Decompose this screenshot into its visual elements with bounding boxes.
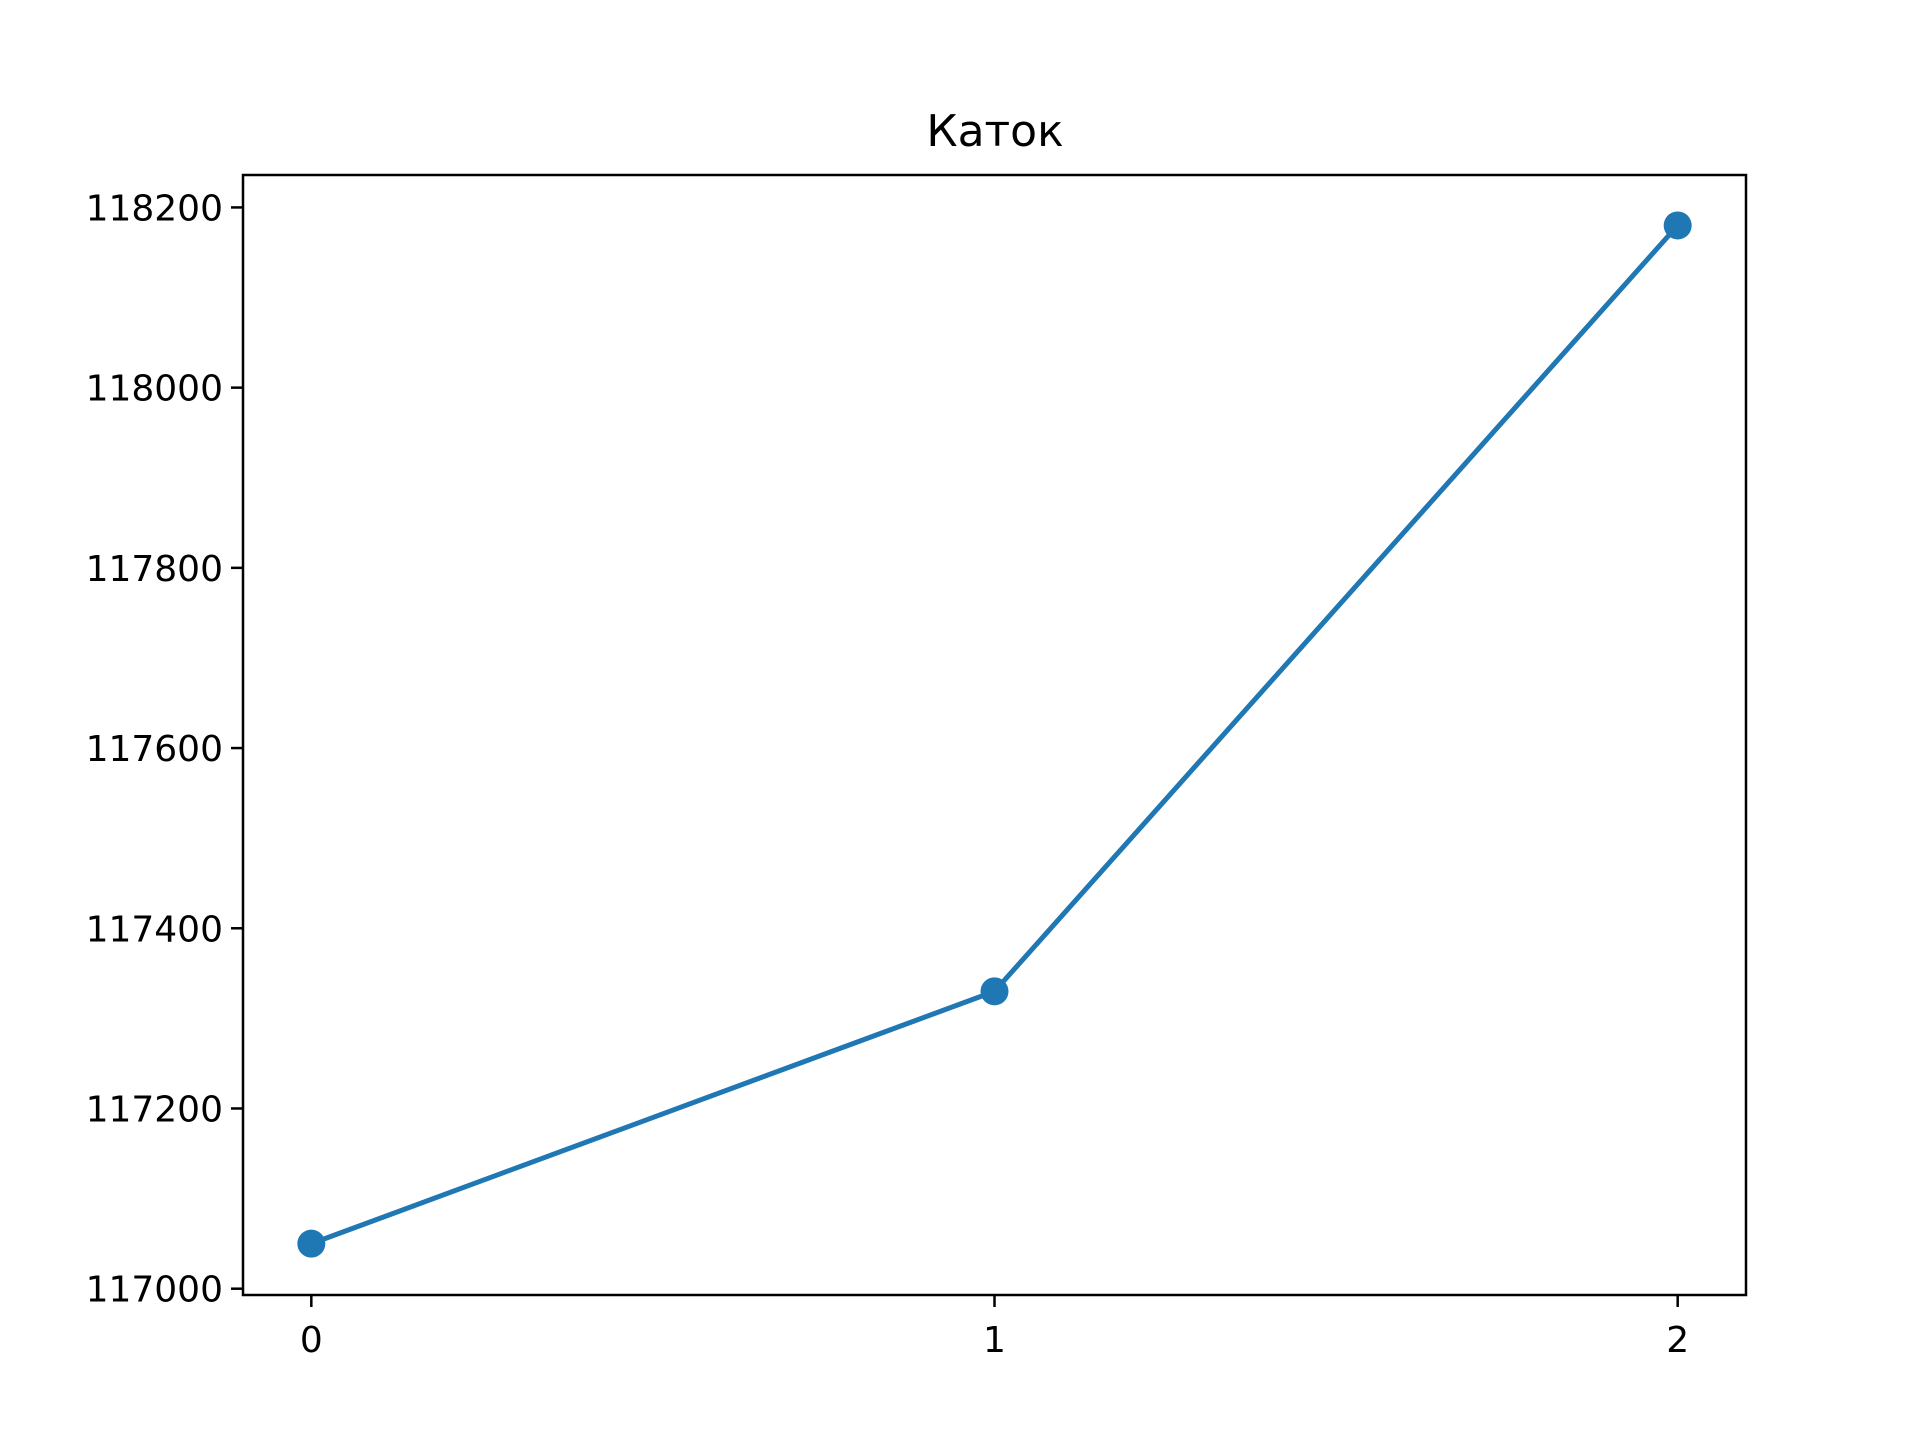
y-tick-label: 117400 xyxy=(86,909,223,950)
plot-area-frame xyxy=(241,173,1748,1297)
x-axis: 0 1 2 xyxy=(300,1295,1689,1361)
y-axis: 117000 117200 117400 117600 117800 118000 1182… xyxy=(86,188,243,1311)
y-tick-label: 117800 xyxy=(86,549,223,590)
y-tick-label: 117200 xyxy=(86,1089,223,1130)
data-point-0 xyxy=(297,1229,326,1258)
y-tick-label: 118000 xyxy=(86,369,223,410)
y-tick-label: 117600 xyxy=(86,729,223,770)
chart-title: Каток xyxy=(926,106,1063,157)
x-tick-label: 1 xyxy=(983,1320,1006,1361)
y-tick-label: 118200 xyxy=(86,188,223,229)
y-tick-label: 117000 xyxy=(86,1270,223,1311)
series-line xyxy=(308,222,1681,1247)
series-layer xyxy=(297,211,1692,1258)
data-point-1 xyxy=(980,977,1009,1006)
data-point-2 xyxy=(1663,211,1692,240)
x-tick-label: 0 xyxy=(300,1320,323,1361)
x-tick-label: 2 xyxy=(1666,1320,1689,1361)
